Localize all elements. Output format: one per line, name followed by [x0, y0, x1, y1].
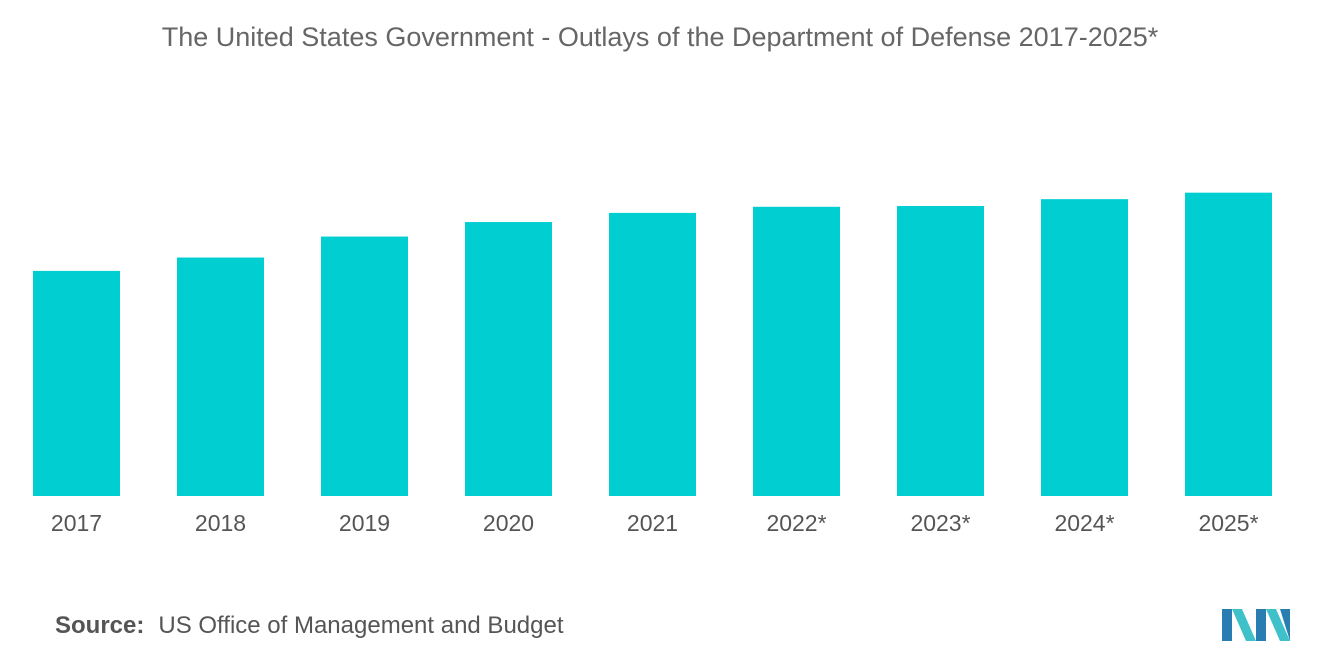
logo-shape-2	[1232, 609, 1256, 641]
logo-shape-1	[1222, 609, 1232, 641]
x-tick-label: 2025*	[1198, 510, 1258, 536]
bar-2019	[321, 236, 408, 497]
logo-shape-3	[1256, 609, 1266, 641]
bar-2023	[897, 206, 984, 496]
x-tick-label: 2017	[51, 510, 102, 536]
x-axis-ticks: 2017 2018 2019 2020 2021 2022* 2023* 2024* 2025*	[51, 510, 1259, 536]
bar-2020	[465, 222, 552, 496]
logo-shape-4	[1266, 609, 1290, 641]
bar-2018	[177, 257, 264, 496]
bars-group	[33, 192, 1272, 497]
chart-title: The United States Government - Outlays o…	[161, 22, 1159, 52]
x-tick-label: 2020	[483, 510, 534, 536]
source-line: Source: US Office of Management and Budge…	[55, 612, 564, 640]
x-tick-label: 2019	[339, 510, 390, 536]
bar-2024	[1041, 199, 1128, 496]
bar-2022	[753, 206, 840, 497]
x-tick-label: 2022*	[766, 510, 826, 536]
bar-2021	[609, 212, 696, 496]
bar-2017	[33, 270, 120, 496]
bar-2025	[1185, 192, 1272, 496]
source-text: US Office of Management and Budget	[158, 612, 564, 639]
x-tick-label: 2021	[627, 510, 678, 536]
logo-shape-5	[1280, 609, 1290, 641]
x-tick-label: 2023*	[910, 510, 970, 536]
x-tick-label: 2018	[195, 510, 246, 536]
mordor-intelligence-logo-icon	[1222, 609, 1290, 641]
source-label: Source:	[55, 612, 145, 639]
x-tick-label: 2024*	[1054, 510, 1114, 536]
